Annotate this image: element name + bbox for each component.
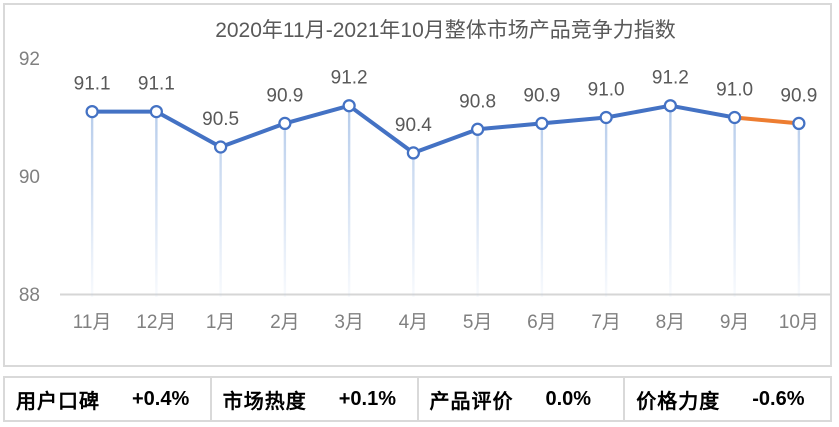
stat-cell-user-reputation: 用户口碑 +0.4% — [5, 378, 210, 420]
chart-panel — [3, 3, 832, 367]
stat-cell-price-strength: 价格力度 -0.6% — [623, 378, 830, 420]
stat-label: 产品评价 — [429, 390, 514, 413]
stat-value: 0.0% — [545, 387, 592, 410]
stat-value: -0.6% — [752, 387, 805, 410]
chart-title: 2020年11月-2021年10月整体市场产品竞争力指数 — [215, 19, 676, 42]
stat-cell-market-heat: 市场热度 +0.1% — [209, 378, 417, 420]
stat-value: +0.4% — [132, 387, 190, 410]
stat-cell-product-rating: 产品评价 0.0% — [416, 378, 624, 420]
stat-label: 价格力度 — [636, 390, 721, 413]
stats-bar: 用户口碑 +0.4% 市场热度 +0.1% 产品评价 0.0% 价格力度 -0.… — [3, 376, 832, 422]
stat-value: +0.1% — [338, 387, 397, 410]
stat-label: 用户口碑 — [16, 390, 100, 413]
stat-label: 市场热度 — [222, 390, 307, 413]
